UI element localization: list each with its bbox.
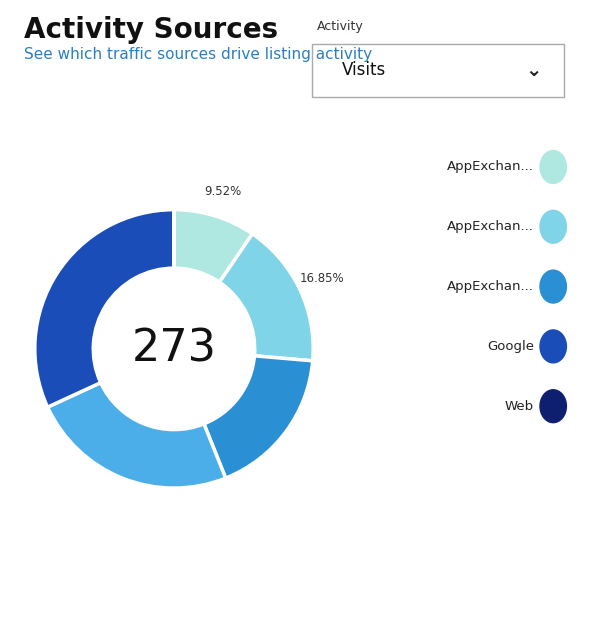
Circle shape [540, 211, 566, 243]
Text: Activity: Activity [317, 20, 364, 33]
Text: ⌄: ⌄ [526, 60, 542, 80]
Text: 24.18%: 24.18% [91, 495, 136, 508]
Text: 16.85%: 16.85% [300, 272, 344, 285]
Wedge shape [35, 210, 174, 407]
Wedge shape [47, 383, 226, 488]
Text: Google: Google [487, 340, 534, 353]
Wedge shape [174, 210, 253, 282]
Circle shape [540, 330, 566, 363]
Wedge shape [204, 356, 313, 478]
Text: Web: Web [505, 400, 534, 412]
Text: AppExchan...: AppExchan... [447, 161, 534, 173]
Circle shape [540, 390, 566, 422]
Text: AppExchan...: AppExchan... [447, 221, 534, 233]
Text: See which traffic sources drive listing activity: See which traffic sources drive listing … [24, 47, 372, 62]
Text: 17.58%: 17.58% [284, 440, 328, 454]
Text: 31.87%: 31.87% [13, 254, 58, 267]
Circle shape [540, 151, 566, 183]
Text: 273: 273 [131, 327, 217, 371]
Circle shape [540, 270, 566, 303]
FancyBboxPatch shape [312, 44, 564, 97]
Wedge shape [220, 234, 313, 361]
Text: Activity Sources: Activity Sources [24, 16, 278, 44]
Text: Visits: Visits [342, 61, 386, 79]
Text: AppExchan...: AppExchan... [447, 280, 534, 293]
Text: 9.52%: 9.52% [204, 186, 241, 198]
